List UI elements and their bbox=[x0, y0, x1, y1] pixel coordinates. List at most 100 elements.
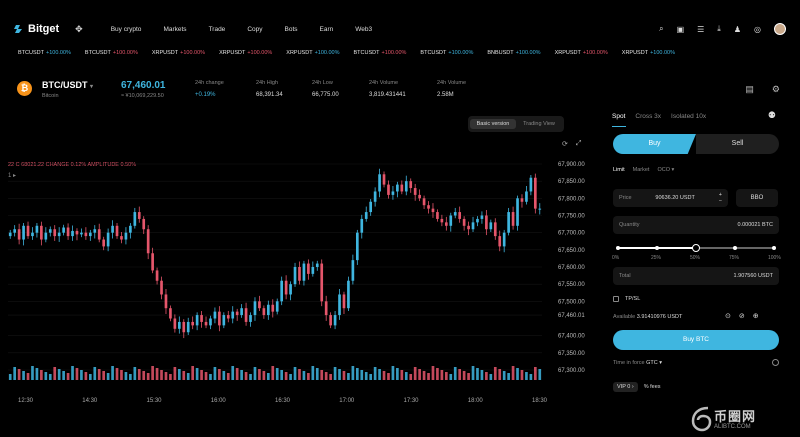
total-field[interactable]: Total 1.907560 USDT bbox=[613, 267, 779, 285]
wallet-icon[interactable]: ▣ bbox=[676, 24, 685, 34]
candle-body bbox=[115, 225, 119, 237]
ticker-item[interactable]: BNBUSDT +100.00% bbox=[487, 50, 540, 62]
bbo-button[interactable]: BBO bbox=[736, 189, 778, 207]
nav-link-markets[interactable]: Markets bbox=[163, 25, 187, 33]
candle-body bbox=[48, 229, 52, 233]
order-type-tab[interactable]: Limit bbox=[613, 167, 625, 173]
candle-body bbox=[124, 232, 128, 240]
tpsl-checkbox[interactable] bbox=[613, 296, 619, 302]
avatar[interactable] bbox=[774, 23, 786, 35]
slider-step-dot[interactable] bbox=[772, 246, 776, 250]
robot-icon[interactable]: ⚉ bbox=[767, 110, 776, 120]
settings-icon[interactable]: ⚙ bbox=[771, 84, 780, 94]
slider-step-dot[interactable] bbox=[655, 246, 659, 250]
tab-isolated-10x[interactable]: Isolated 10x bbox=[671, 113, 707, 120]
nav-link-buy-crypto[interactable]: Buy crypto bbox=[110, 25, 142, 33]
candle-body bbox=[338, 294, 341, 316]
slider-step-dot[interactable] bbox=[616, 246, 620, 250]
x-tick-label: 16:00 bbox=[211, 398, 227, 404]
candle-body bbox=[436, 212, 439, 219]
candle-body bbox=[13, 229, 17, 233]
volume-bar bbox=[169, 374, 172, 380]
candle-body bbox=[364, 212, 368, 219]
order-type-tabs: Limit Market OCO ▾ bbox=[613, 167, 674, 173]
ticker-change: +100.00% bbox=[381, 50, 407, 56]
candle-body bbox=[507, 212, 510, 233]
buy-btc-button[interactable]: Buy BTC bbox=[613, 330, 779, 350]
book-icon[interactable]: ▤ bbox=[745, 84, 754, 94]
candle-body bbox=[284, 280, 288, 295]
order-type-tab[interactable]: OCO ▾ bbox=[657, 167, 675, 173]
pair-selector[interactable]: BTC/USDT ▾ bbox=[42, 80, 93, 90]
volume-bar bbox=[213, 367, 217, 380]
fullscreen-icon[interactable]: ⤢ bbox=[575, 140, 582, 147]
candle-body bbox=[271, 304, 275, 312]
ticker-item[interactable]: XRPUSDT +100.00% bbox=[555, 50, 608, 62]
nav-link-web3[interactable]: Web3 bbox=[355, 25, 373, 33]
chart-legend: 22 C 68021.22 CHANGE 0.12% AMPLITUDE 0.5… bbox=[8, 162, 137, 168]
ticker-item[interactable]: BTCUSDT +100.00% bbox=[85, 50, 138, 62]
candle-body bbox=[431, 208, 435, 213]
deposit-icon[interactable]: ⊕ bbox=[752, 313, 759, 320]
grid-menu-icon[interactable]: ✥ bbox=[75, 23, 83, 34]
nav-link-bots[interactable]: Bots bbox=[284, 25, 298, 33]
candle-body bbox=[106, 232, 110, 247]
ticker-item[interactable]: BTCUSDT +100.00% bbox=[354, 50, 407, 62]
ticker-item[interactable]: XRPUSDT +100.00% bbox=[219, 50, 272, 62]
volume-bar bbox=[275, 368, 279, 380]
buy-tab-button[interactable]: Buy bbox=[613, 134, 696, 154]
nav-link-copy[interactable]: Copy bbox=[247, 25, 263, 33]
tab-spot[interactable]: Spot bbox=[612, 113, 626, 120]
download-icon[interactable]: ⤓ bbox=[717, 24, 721, 33]
info-icon[interactable] bbox=[772, 359, 779, 366]
y-tick-label: 67,500.00 bbox=[558, 299, 585, 305]
ticker-item[interactable]: BTCUSDT +100.00% bbox=[18, 50, 71, 62]
ticker-item[interactable]: XRPUSDT +100.00% bbox=[152, 50, 205, 62]
ticker-item[interactable]: XRPUSDT +100.00% bbox=[622, 50, 675, 62]
screenshot-icon[interactable]: ⟳ bbox=[562, 141, 568, 148]
time-in-force[interactable]: Time in force GTC ▾ bbox=[613, 360, 662, 366]
quantity-field[interactable]: Quantity 0.000021 BTC bbox=[613, 216, 779, 234]
convert-icon[interactable]: ⊘ bbox=[738, 313, 745, 320]
brand-logo[interactable]: Bitget bbox=[14, 23, 59, 35]
slider-step-dot[interactable] bbox=[733, 246, 737, 250]
mode-tradingview[interactable]: Trading View bbox=[523, 121, 555, 127]
language-icon[interactable]: ◎ bbox=[754, 24, 761, 34]
volume-bar bbox=[391, 366, 395, 380]
order-type-tab[interactable]: Market bbox=[632, 167, 650, 173]
ticker-item[interactable]: XRPUSDT +100.00% bbox=[286, 50, 339, 62]
nav-link-trade[interactable]: Trade bbox=[208, 25, 226, 33]
candle-body bbox=[489, 222, 493, 230]
nav-link-earn[interactable]: Earn bbox=[319, 25, 334, 33]
watermark: 币圈网 ALIBTC.COM bbox=[690, 404, 796, 434]
amount-slider-handle[interactable] bbox=[692, 244, 700, 252]
candle-body bbox=[102, 239, 106, 247]
tpsl-toggle[interactable]: TP/SL bbox=[613, 296, 640, 302]
candle-body bbox=[213, 311, 217, 319]
y-tick-label: 67,300.00 bbox=[558, 368, 585, 374]
candlestick-chart[interactable]: 67,900.00 67,850.00 67,800.00 67,750.00 67,7… bbox=[0, 110, 598, 410]
volume-bar bbox=[387, 373, 390, 380]
fees-link[interactable]: % fees bbox=[643, 384, 661, 390]
stat-24h-volume-btc: 24h Volume 3,819.431441 bbox=[369, 80, 406, 98]
price-field[interactable]: Price 90636.20 USDT + − bbox=[613, 189, 728, 207]
vip-badge[interactable]: VIP 0 › bbox=[613, 382, 638, 392]
sell-tab-button[interactable]: Sell bbox=[696, 134, 779, 154]
volume-bar bbox=[191, 366, 195, 380]
notification-icon[interactable]: ♟ bbox=[733, 24, 742, 34]
candle-body bbox=[289, 284, 292, 295]
candle-body bbox=[160, 280, 163, 295]
candle-body bbox=[387, 184, 390, 195]
x-tick-label: 16:30 bbox=[275, 398, 291, 404]
chevron-down-icon: ▾ bbox=[90, 84, 94, 90]
transfer-icon[interactable]: ⊙ bbox=[725, 313, 731, 320]
orders-icon[interactable]: ☰ bbox=[697, 24, 705, 34]
tab-cross-3x[interactable]: Cross 3x bbox=[635, 113, 662, 120]
mode-basic[interactable]: Basic version bbox=[470, 119, 516, 129]
search-icon[interactable]: ⌕ bbox=[659, 24, 664, 33]
volume-bar bbox=[26, 373, 30, 380]
volume-bar bbox=[476, 368, 479, 380]
ticker-item[interactable]: BTCUSDT +100.00% bbox=[420, 50, 473, 62]
active-tab-underline bbox=[612, 126, 626, 127]
stepper-icon[interactable]: + − bbox=[718, 192, 722, 204]
